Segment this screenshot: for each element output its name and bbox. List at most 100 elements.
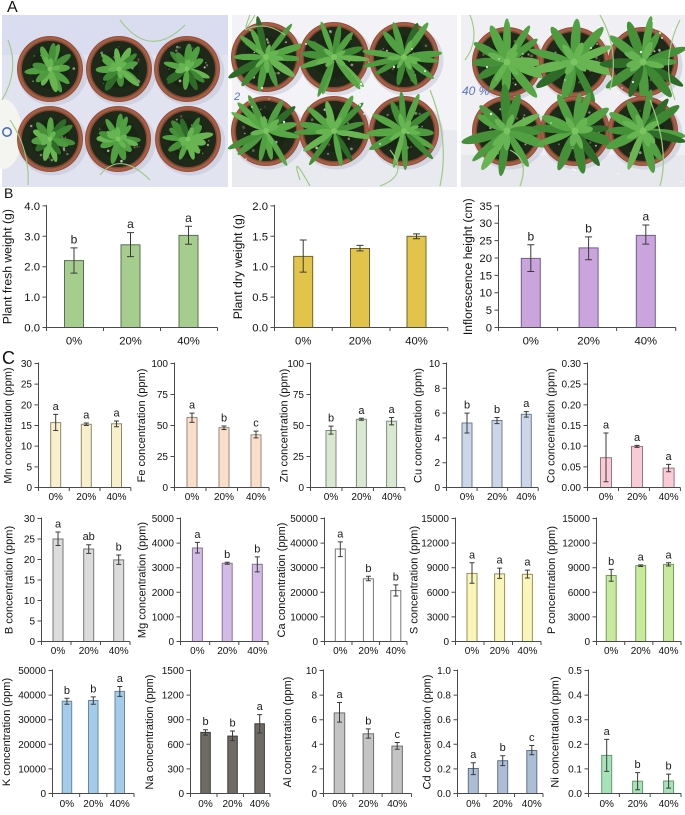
svg-text:10: 10	[306, 666, 318, 677]
svg-text:a: a	[523, 398, 530, 410]
svg-text:ab: ab	[83, 531, 95, 543]
svg-text:Zn concentration (ppm): Zn concentration (ppm)	[278, 369, 290, 483]
svg-text:0%: 0%	[599, 799, 614, 810]
svg-text:0.25: 0.25	[562, 380, 582, 391]
svg-text:50: 50	[293, 421, 305, 432]
svg-text:a: a	[524, 557, 531, 569]
svg-text:0%: 0%	[295, 336, 311, 348]
svg-text:40%: 40%	[106, 492, 126, 503]
svg-text:20%: 20%	[631, 646, 651, 657]
svg-text:2.0: 2.0	[24, 262, 40, 274]
svg-text:Plant fresh weight (g): Plant fresh weight (g)	[1, 209, 15, 324]
svg-text:b: b	[90, 683, 96, 695]
svg-text:0%: 0%	[66, 336, 82, 348]
svg-text:b: b	[393, 571, 399, 583]
svg-text:Plant dry weight (g): Plant dry weight (g)	[231, 214, 245, 319]
svg-text:20%: 20%	[119, 336, 142, 348]
svg-text:0: 0	[486, 323, 492, 335]
svg-text:C: C	[2, 348, 15, 368]
svg-text:b: b	[64, 685, 70, 697]
svg-text:b: b	[116, 542, 122, 554]
svg-text:0.10: 0.10	[562, 442, 582, 453]
svg-text:Fe concentration (ppm): Fe concentration (ppm)	[136, 369, 148, 483]
svg-text:20%: 20%	[214, 492, 234, 503]
svg-text:0.0: 0.0	[252, 323, 268, 335]
svg-text:3.0: 3.0	[24, 231, 40, 243]
svg-text:25: 25	[479, 236, 492, 248]
svg-text:1.5: 1.5	[252, 231, 268, 243]
svg-text:100: 100	[287, 359, 304, 370]
svg-text:2: 2	[434, 458, 440, 469]
svg-text:a: a	[470, 749, 477, 761]
svg-text:6000: 6000	[568, 588, 591, 599]
svg-text:8: 8	[434, 384, 440, 395]
svg-text:B: B	[4, 185, 13, 201]
svg-text:75: 75	[157, 390, 169, 401]
svg-text:0.5: 0.5	[568, 666, 582, 677]
svg-text:10000: 10000	[290, 612, 318, 623]
svg-text:c: c	[253, 418, 259, 430]
svg-text:100: 100	[151, 359, 168, 370]
svg-text:b: b	[608, 556, 614, 568]
svg-text:1000: 1000	[152, 612, 175, 623]
svg-text:30000: 30000	[18, 715, 46, 726]
svg-text:0%: 0%	[599, 492, 614, 503]
svg-text:Inflorescence height (cm): Inflorescence height (cm)	[461, 198, 475, 335]
svg-text:0%: 0%	[324, 492, 339, 503]
svg-text:10: 10	[21, 442, 33, 453]
svg-text:a: a	[127, 217, 134, 231]
svg-text:0: 0	[162, 483, 168, 494]
svg-text:a: a	[83, 410, 90, 422]
svg-text:30: 30	[21, 359, 33, 370]
svg-text:a: a	[497, 555, 504, 567]
svg-text:0.15: 0.15	[562, 421, 582, 432]
svg-text:40%: 40%	[177, 336, 200, 348]
svg-text:3000: 3000	[427, 612, 450, 623]
svg-text:6: 6	[311, 715, 317, 726]
svg-text:b: b	[221, 413, 227, 425]
svg-text:20%: 20%	[217, 646, 237, 657]
svg-text:6000: 6000	[427, 588, 450, 599]
svg-text:0: 0	[443, 637, 449, 648]
svg-text:a: a	[257, 701, 264, 713]
svg-text:40%: 40%	[110, 799, 130, 810]
svg-text:b: b	[666, 761, 672, 773]
svg-text:a: a	[189, 400, 196, 412]
svg-text:Al concentration (ppm): Al concentration (ppm)	[282, 677, 294, 788]
svg-text:A: A	[7, 0, 18, 16]
svg-text:5: 5	[29, 617, 35, 628]
svg-text:50000: 50000	[290, 514, 318, 525]
svg-text:40%: 40%	[250, 799, 270, 810]
svg-text:a: a	[185, 211, 192, 225]
svg-text:25: 25	[21, 380, 33, 391]
svg-text:40%: 40%	[109, 646, 129, 657]
svg-text:Ni concentration (ppm): Ni concentration (ppm)	[549, 676, 561, 787]
svg-text:10: 10	[479, 288, 492, 300]
svg-text:b: b	[635, 759, 641, 771]
svg-text:0%: 0%	[333, 646, 348, 657]
svg-text:0.30: 0.30	[562, 359, 582, 370]
svg-text:2000: 2000	[152, 588, 175, 599]
svg-text:4.0: 4.0	[24, 201, 40, 213]
svg-text:20000: 20000	[18, 740, 46, 751]
svg-text:c: c	[394, 729, 400, 741]
svg-text:2: 2	[311, 764, 317, 775]
svg-text:8: 8	[311, 691, 317, 702]
svg-text:0%: 0%	[60, 799, 75, 810]
svg-text:b: b	[464, 400, 470, 412]
svg-text:P concentration (ppm): P concentration (ppm)	[546, 526, 558, 634]
svg-text:1200: 1200	[162, 691, 185, 702]
svg-text:a: a	[113, 408, 120, 420]
svg-text:4: 4	[311, 740, 317, 751]
svg-text:600: 600	[167, 740, 184, 751]
svg-text:0.6: 0.6	[437, 715, 451, 726]
svg-text:5: 5	[486, 305, 492, 317]
svg-text:40 %: 40 %	[462, 84, 490, 98]
svg-text:B concentration (ppm): B concentration (ppm)	[3, 526, 15, 634]
svg-text:0: 0	[26, 483, 32, 494]
svg-text:c: c	[529, 732, 535, 744]
svg-text:20%: 20%	[351, 492, 371, 503]
svg-text:0%: 0%	[332, 799, 347, 810]
svg-text:0.0: 0.0	[24, 323, 40, 335]
svg-text:0%: 0%	[198, 799, 213, 810]
